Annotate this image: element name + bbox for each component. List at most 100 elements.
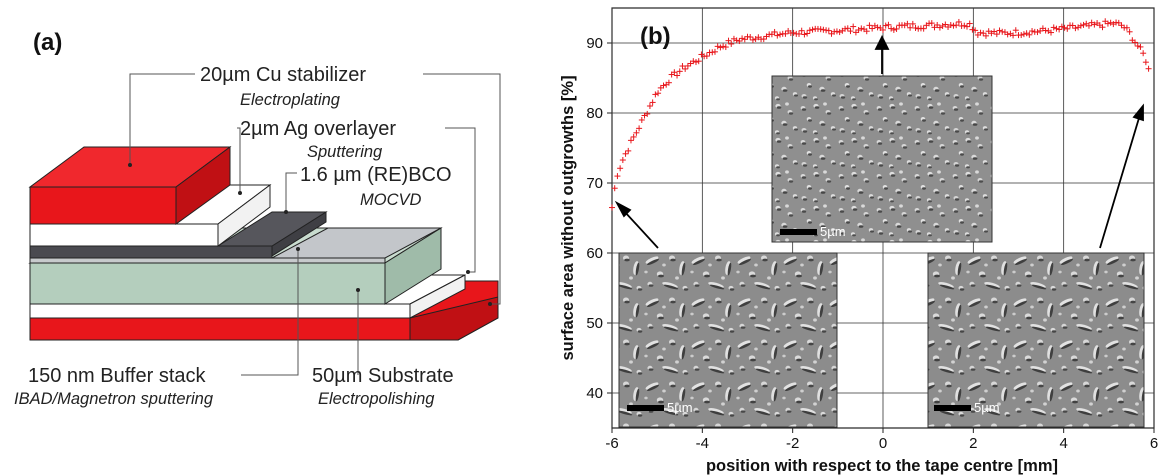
data-point <box>836 29 843 36</box>
data-point <box>912 24 919 31</box>
data-point <box>695 58 702 65</box>
data-point <box>880 26 886 33</box>
data-point <box>904 20 911 27</box>
data-point <box>972 27 979 34</box>
data-point <box>804 30 811 37</box>
data-point <box>1123 24 1130 31</box>
scale-bar-right <box>934 405 971 411</box>
data-point <box>1137 43 1144 50</box>
data-point <box>1080 21 1087 28</box>
data-point <box>665 79 672 86</box>
leader-lines <box>129 73 501 376</box>
data-point <box>996 27 1003 34</box>
data-point <box>674 72 681 79</box>
scale-bar-label-centre: 5µm <box>820 224 846 239</box>
data-point <box>820 26 827 33</box>
data-point <box>636 125 643 132</box>
x-tick-label: 0 <box>879 435 887 452</box>
x-tick-label: 2 <box>969 435 977 452</box>
data-point <box>655 90 662 97</box>
data-point <box>725 37 732 44</box>
data-point <box>964 23 971 30</box>
data-point <box>790 29 797 36</box>
data-point <box>934 21 941 28</box>
data-point <box>717 44 724 51</box>
x-tick-label: 4 <box>1059 435 1067 452</box>
data-point <box>909 20 916 27</box>
data-point <box>982 32 989 39</box>
data-point <box>1034 29 1041 36</box>
data-point <box>806 27 813 34</box>
data-point <box>1072 25 1079 32</box>
data-point <box>1010 32 1017 39</box>
data-point <box>720 43 727 50</box>
data-point <box>646 103 653 110</box>
data-point <box>1077 22 1084 29</box>
data-point <box>869 25 876 32</box>
data-point <box>1134 43 1141 50</box>
data-point <box>747 34 754 41</box>
x-tick-label: 6 <box>1150 435 1158 452</box>
data-point <box>638 116 645 123</box>
data-point <box>1037 27 1044 34</box>
data-point <box>619 157 626 164</box>
data-point <box>928 20 935 27</box>
scale-bar-label-left: 5µm <box>667 400 693 415</box>
data-point <box>617 165 624 172</box>
data-point <box>920 25 927 32</box>
y-tick-label: 80 <box>586 105 603 122</box>
data-point <box>1107 19 1114 26</box>
data-point <box>1053 25 1060 32</box>
data-point <box>893 25 900 32</box>
ag-overlayer-method: Sputtering <box>307 143 383 161</box>
data-point <box>777 31 784 38</box>
sem-inset-left: 5µm <box>618 252 838 428</box>
data-point <box>1104 20 1111 27</box>
x-axis-label: position with respect to the tape centre… <box>706 457 1058 475</box>
arrow-centre-head <box>874 34 890 50</box>
data-point <box>980 30 987 37</box>
data-point <box>611 185 618 192</box>
data-point <box>609 204 615 211</box>
data-point <box>795 30 802 37</box>
data-point <box>1064 25 1071 32</box>
buffer-layer <box>29 227 442 264</box>
panel-b-chart: 40 50 60 70 80 90 -6 -4 -2 0 2 4 6 (b) 5µm 5µm 5µm <box>559 7 1158 475</box>
data-point <box>890 26 897 33</box>
ag-top-layer <box>29 184 272 247</box>
data-point <box>1132 39 1139 46</box>
data-point <box>1069 22 1076 29</box>
data-point <box>1004 31 1011 38</box>
data-point <box>671 69 678 76</box>
data-point <box>749 36 756 43</box>
y-tick-label: 50 <box>586 315 603 332</box>
data-point <box>966 20 973 27</box>
data-point <box>809 26 816 33</box>
data-point <box>955 18 962 25</box>
buffer-stack-title: 150 nm Buffer stack <box>28 365 207 387</box>
data-point <box>1058 23 1065 30</box>
y-tick-label: 40 <box>586 385 603 402</box>
data-point <box>774 32 781 39</box>
data-point <box>1142 59 1149 66</box>
cu-stabilizer-title: 20µm Cu stabilizer <box>200 64 366 86</box>
data-point <box>614 173 621 180</box>
data-point <box>1056 26 1063 33</box>
data-point <box>733 37 740 44</box>
panel-b-label: (b) <box>640 23 671 50</box>
x-tick-label: -6 <box>605 435 618 452</box>
data-point <box>676 68 683 75</box>
data-point <box>833 28 840 35</box>
data-point <box>1026 31 1033 38</box>
data-point <box>1085 22 1092 29</box>
rebco-layer <box>29 211 328 259</box>
data-point <box>850 23 857 30</box>
data-point <box>722 44 729 51</box>
data-points <box>609 18 1152 211</box>
data-point <box>888 25 895 32</box>
data-point <box>1029 28 1036 35</box>
ag-overlayer-title: 2µm Ag overlayer <box>240 118 396 140</box>
data-point <box>649 99 656 106</box>
data-point <box>630 133 637 140</box>
